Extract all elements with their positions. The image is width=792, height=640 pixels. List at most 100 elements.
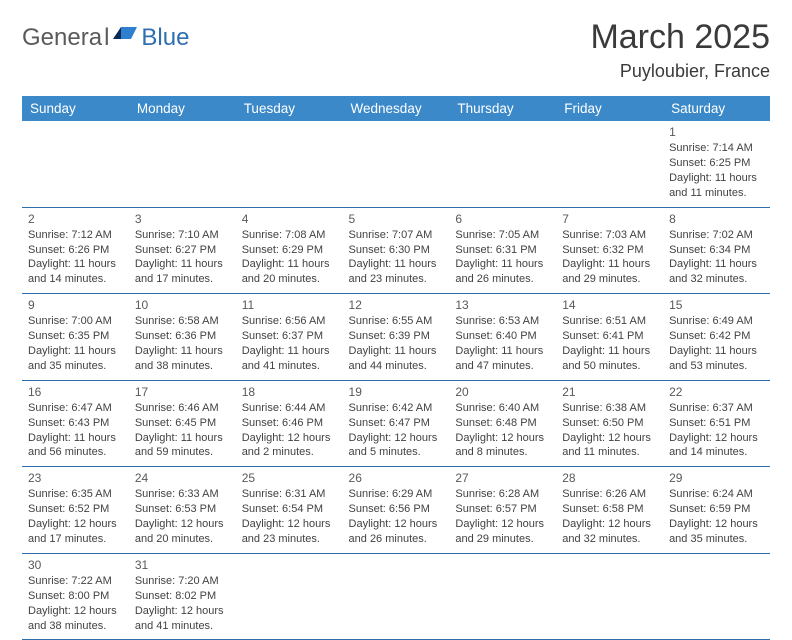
calendar-cell: 31Sunrise: 7:20 AMSunset: 8:02 PMDayligh… <box>129 553 236 640</box>
sunset-text: Sunset: 8:02 PM <box>135 589 230 604</box>
logo-text-l: l <box>104 24 109 52</box>
calendar-cell: 15Sunrise: 6:49 AMSunset: 6:42 PMDayligh… <box>663 294 770 381</box>
calendar-cell: 17Sunrise: 6:46 AMSunset: 6:45 PMDayligh… <box>129 380 236 467</box>
calendar-cell: 12Sunrise: 6:55 AMSunset: 6:39 PMDayligh… <box>343 294 450 381</box>
calendar-cell: 23Sunrise: 6:35 AMSunset: 6:52 PMDayligh… <box>22 467 129 554</box>
sunrise-text: Sunrise: 6:33 AM <box>135 487 230 502</box>
daylight-text: Daylight: 11 hours and 50 minutes. <box>562 344 657 374</box>
day-number: 23 <box>28 470 123 486</box>
calendar-cell <box>556 121 663 207</box>
sunset-text: Sunset: 6:53 PM <box>135 502 230 517</box>
calendar-cell: 18Sunrise: 6:44 AMSunset: 6:46 PMDayligh… <box>236 380 343 467</box>
sunrise-text: Sunrise: 7:05 AM <box>455 228 550 243</box>
day-number: 29 <box>669 470 764 486</box>
sunset-text: Sunset: 6:31 PM <box>455 243 550 258</box>
sunrise-text: Sunrise: 6:47 AM <box>28 401 123 416</box>
sunset-text: Sunset: 6:40 PM <box>455 329 550 344</box>
day-number: 17 <box>135 384 230 400</box>
daylight-text: Daylight: 12 hours and 2 minutes. <box>242 431 337 461</box>
day-number: 24 <box>135 470 230 486</box>
calendar-cell <box>236 553 343 640</box>
sunrise-text: Sunrise: 6:53 AM <box>455 314 550 329</box>
calendar-cell <box>22 121 129 207</box>
day-number: 21 <box>562 384 657 400</box>
day-header: Thursday <box>449 96 556 121</box>
calendar-cell: 27Sunrise: 6:28 AMSunset: 6:57 PMDayligh… <box>449 467 556 554</box>
sunrise-text: Sunrise: 6:26 AM <box>562 487 657 502</box>
day-number: 8 <box>669 211 764 227</box>
day-header: Saturday <box>663 96 770 121</box>
calendar-cell: 9Sunrise: 7:00 AMSunset: 6:35 PMDaylight… <box>22 294 129 381</box>
sunrise-text: Sunrise: 6:58 AM <box>135 314 230 329</box>
calendar-cell: 7Sunrise: 7:03 AMSunset: 6:32 PMDaylight… <box>556 207 663 294</box>
calendar-cell: 28Sunrise: 6:26 AMSunset: 6:58 PMDayligh… <box>556 467 663 554</box>
daylight-text: Daylight: 12 hours and 17 minutes. <box>28 517 123 547</box>
calendar-cell: 11Sunrise: 6:56 AMSunset: 6:37 PMDayligh… <box>236 294 343 381</box>
logo: General Blue <box>22 18 189 52</box>
sunset-text: Sunset: 6:57 PM <box>455 502 550 517</box>
day-number: 7 <box>562 211 657 227</box>
daylight-text: Daylight: 12 hours and 11 minutes. <box>562 431 657 461</box>
sunrise-text: Sunrise: 6:42 AM <box>349 401 444 416</box>
daylight-text: Daylight: 11 hours and 20 minutes. <box>242 257 337 287</box>
daylight-text: Daylight: 11 hours and 38 minutes. <box>135 344 230 374</box>
daylight-text: Daylight: 12 hours and 38 minutes. <box>28 604 123 634</box>
location-label: Puyloubier, France <box>590 61 770 82</box>
calendar-week-row: 9Sunrise: 7:00 AMSunset: 6:35 PMDaylight… <box>22 294 770 381</box>
calendar-week-row: 23Sunrise: 6:35 AMSunset: 6:52 PMDayligh… <box>22 467 770 554</box>
daylight-text: Daylight: 11 hours and 44 minutes. <box>349 344 444 374</box>
daylight-text: Daylight: 11 hours and 41 minutes. <box>242 344 337 374</box>
daylight-text: Daylight: 11 hours and 32 minutes. <box>669 257 764 287</box>
sunset-text: Sunset: 6:37 PM <box>242 329 337 344</box>
sunset-text: Sunset: 6:56 PM <box>349 502 444 517</box>
calendar-cell: 8Sunrise: 7:02 AMSunset: 6:34 PMDaylight… <box>663 207 770 294</box>
day-header: Tuesday <box>236 96 343 121</box>
calendar-table: Sunday Monday Tuesday Wednesday Thursday… <box>22 96 770 640</box>
calendar-body: 1Sunrise: 7:14 AMSunset: 6:25 PMDaylight… <box>22 121 770 640</box>
calendar-cell: 24Sunrise: 6:33 AMSunset: 6:53 PMDayligh… <box>129 467 236 554</box>
sunrise-text: Sunrise: 7:22 AM <box>28 574 123 589</box>
calendar-cell <box>343 121 450 207</box>
calendar-cell: 16Sunrise: 6:47 AMSunset: 6:43 PMDayligh… <box>22 380 129 467</box>
sunrise-text: Sunrise: 6:28 AM <box>455 487 550 502</box>
sunrise-text: Sunrise: 7:12 AM <box>28 228 123 243</box>
day-number: 10 <box>135 297 230 313</box>
day-header-row: Sunday Monday Tuesday Wednesday Thursday… <box>22 96 770 121</box>
calendar-week-row: 16Sunrise: 6:47 AMSunset: 6:43 PMDayligh… <box>22 380 770 467</box>
calendar-cell: 19Sunrise: 6:42 AMSunset: 6:47 PMDayligh… <box>343 380 450 467</box>
calendar-cell: 2Sunrise: 7:12 AMSunset: 6:26 PMDaylight… <box>22 207 129 294</box>
calendar-cell <box>129 121 236 207</box>
day-number: 28 <box>562 470 657 486</box>
daylight-text: Daylight: 11 hours and 47 minutes. <box>455 344 550 374</box>
calendar-cell: 20Sunrise: 6:40 AMSunset: 6:48 PMDayligh… <box>449 380 556 467</box>
calendar-week-row: 2Sunrise: 7:12 AMSunset: 6:26 PMDaylight… <box>22 207 770 294</box>
calendar-cell: 14Sunrise: 6:51 AMSunset: 6:41 PMDayligh… <box>556 294 663 381</box>
calendar-cell: 26Sunrise: 6:29 AMSunset: 6:56 PMDayligh… <box>343 467 450 554</box>
sunset-text: Sunset: 8:00 PM <box>28 589 123 604</box>
sunrise-text: Sunrise: 7:02 AM <box>669 228 764 243</box>
daylight-text: Daylight: 12 hours and 41 minutes. <box>135 604 230 634</box>
sunset-text: Sunset: 6:34 PM <box>669 243 764 258</box>
daylight-text: Daylight: 12 hours and 23 minutes. <box>242 517 337 547</box>
header-row: General Blue March 2025 Puyloubier, Fran… <box>22 18 770 82</box>
sunset-text: Sunset: 6:47 PM <box>349 416 444 431</box>
daylight-text: Daylight: 11 hours and 53 minutes. <box>669 344 764 374</box>
day-number: 20 <box>455 384 550 400</box>
daylight-text: Daylight: 11 hours and 17 minutes. <box>135 257 230 287</box>
calendar-cell <box>449 553 556 640</box>
sunset-text: Sunset: 6:51 PM <box>669 416 764 431</box>
daylight-text: Daylight: 11 hours and 11 minutes. <box>669 171 764 201</box>
day-number: 27 <box>455 470 550 486</box>
day-header: Friday <box>556 96 663 121</box>
sunset-text: Sunset: 6:42 PM <box>669 329 764 344</box>
sunrise-text: Sunrise: 6:49 AM <box>669 314 764 329</box>
day-number: 1 <box>669 124 764 140</box>
day-number: 13 <box>455 297 550 313</box>
sunset-text: Sunset: 6:26 PM <box>28 243 123 258</box>
sunrise-text: Sunrise: 6:35 AM <box>28 487 123 502</box>
calendar-cell: 29Sunrise: 6:24 AMSunset: 6:59 PMDayligh… <box>663 467 770 554</box>
daylight-text: Daylight: 11 hours and 23 minutes. <box>349 257 444 287</box>
day-number: 9 <box>28 297 123 313</box>
calendar-cell: 13Sunrise: 6:53 AMSunset: 6:40 PMDayligh… <box>449 294 556 381</box>
sunrise-text: Sunrise: 7:08 AM <box>242 228 337 243</box>
